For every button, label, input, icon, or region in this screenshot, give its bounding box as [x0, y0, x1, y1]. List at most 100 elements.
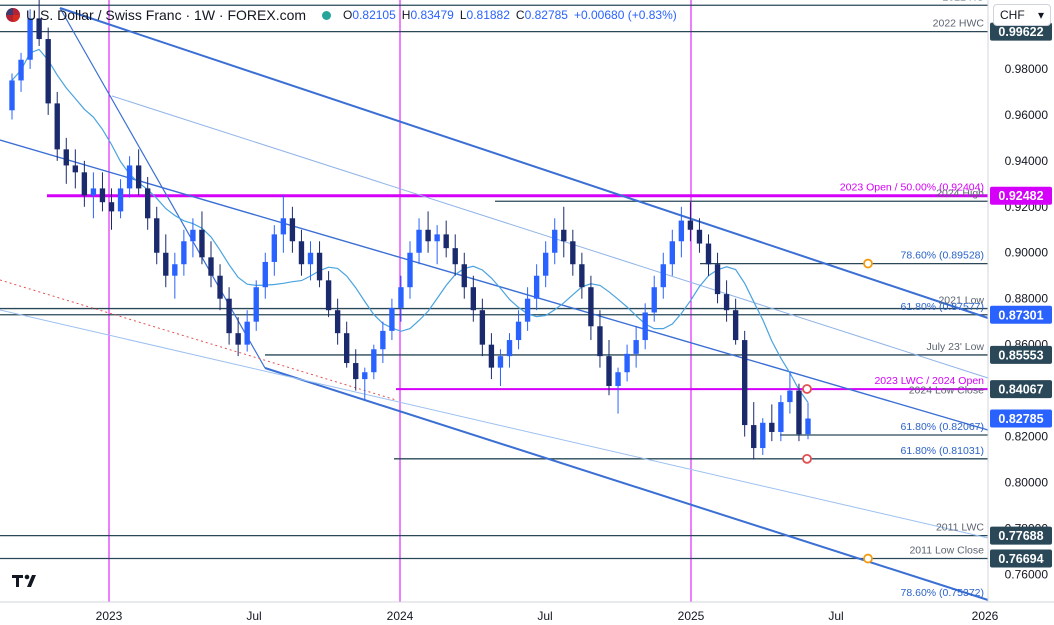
candle — [154, 206, 160, 265]
x-tick-label: 2025 — [678, 609, 705, 623]
price-badge-bg — [990, 305, 1052, 324]
level-label-8: 2023 LWC / 2024 Open — [874, 375, 984, 387]
candle-body — [443, 234, 449, 249]
candle-body — [778, 402, 784, 432]
candle — [81, 160, 88, 207]
change-value: +0.00680 (+0.83%) — [573, 8, 677, 22]
y-tick-label: 0.98000 — [1005, 62, 1049, 76]
y-tick-label: 0.90000 — [1005, 246, 1049, 260]
price-badge-bg — [990, 22, 1052, 41]
price-badge: 0.87301 — [990, 305, 1052, 324]
price-badge: 0.82785 — [990, 409, 1052, 428]
candle-body — [732, 310, 739, 341]
candle — [181, 229, 187, 276]
y-tick-label: 0.88000 — [1005, 292, 1049, 306]
candle — [325, 271, 332, 318]
candle — [561, 206, 567, 258]
candle — [199, 211, 205, 265]
candle-body — [579, 264, 585, 288]
orange-marker-low — [863, 553, 873, 564]
candle-body — [45, 39, 51, 104]
currency-select[interactable]: CHF ▾ — [993, 4, 1051, 26]
candle — [741, 330, 748, 437]
candle — [542, 241, 549, 288]
candle-body — [452, 248, 458, 265]
candle-body — [54, 103, 60, 150]
candle — [796, 383, 802, 442]
candle-body — [741, 340, 748, 426]
candle-body — [81, 172, 88, 196]
candle-body — [561, 229, 567, 242]
candle-body — [533, 275, 540, 299]
candle-body — [416, 229, 422, 253]
candle-body — [696, 229, 703, 244]
candle — [9, 73, 15, 120]
candle-body — [506, 340, 513, 357]
candle — [63, 137, 69, 184]
candle-body — [126, 165, 133, 189]
candle-body — [425, 229, 431, 242]
candle-body — [687, 220, 694, 230]
candle-body — [615, 372, 621, 387]
candle — [117, 179, 124, 219]
candle — [515, 310, 522, 350]
x-tick-label: 2023 — [96, 609, 123, 623]
candle-body — [117, 188, 124, 212]
candle — [570, 229, 576, 276]
candle — [524, 287, 531, 331]
candle-body — [389, 307, 395, 331]
candle — [488, 333, 495, 380]
candle — [163, 234, 169, 288]
candle-body — [226, 298, 232, 334]
candle — [36, 0, 42, 46]
high-value: 0.83479 — [410, 8, 454, 22]
channel-line-0 — [59, 7, 989, 319]
red-marker-top — [802, 384, 812, 394]
candle-body — [244, 321, 250, 345]
trend-dotted-line — [0, 279, 397, 401]
candle — [760, 418, 766, 455]
candle-body — [208, 257, 214, 276]
candle-body — [362, 372, 368, 380]
candle — [624, 344, 630, 382]
candle — [298, 229, 305, 276]
candle-body — [407, 252, 413, 288]
candle — [208, 241, 214, 288]
y-tick-label: 0.76000 — [1005, 567, 1049, 581]
candle — [606, 340, 612, 396]
candle-body — [434, 234, 440, 242]
candle-body — [316, 252, 323, 281]
candle-body — [108, 202, 115, 212]
candle — [461, 252, 467, 299]
candle-body — [651, 287, 657, 313]
price-badge: 0.76694 — [990, 549, 1052, 568]
candle-body — [769, 422, 775, 432]
candle — [389, 298, 395, 341]
price-badge-bg — [990, 409, 1052, 428]
candle — [723, 280, 730, 322]
open-label: O — [343, 8, 353, 22]
candle-body — [181, 241, 187, 265]
candle — [470, 275, 477, 322]
level-label-3: 2024 High — [936, 187, 984, 199]
candle-body — [398, 287, 404, 308]
candle-body — [343, 333, 350, 364]
candle — [778, 395, 784, 442]
candle — [579, 252, 585, 299]
candle-body — [542, 252, 549, 276]
candle-body — [488, 344, 495, 368]
ohlc-readout: O0.82105 H0.83479 L0.81882 C0.82785 +0.0… — [343, 8, 677, 22]
candle — [696, 218, 703, 253]
candle — [271, 225, 278, 276]
price-badge-bg — [990, 380, 1052, 399]
candle-body — [199, 229, 205, 258]
price-badge-label: 0.92482 — [998, 189, 1043, 203]
candle-body — [380, 330, 386, 350]
y-tick-label: 0.96000 — [1005, 108, 1049, 122]
candle — [280, 195, 287, 253]
red-marker-bottom — [802, 453, 812, 464]
candle-body — [36, 18, 42, 40]
level-label-4: 78.60% (0.89528) — [901, 250, 984, 262]
close-label: C — [515, 8, 525, 22]
